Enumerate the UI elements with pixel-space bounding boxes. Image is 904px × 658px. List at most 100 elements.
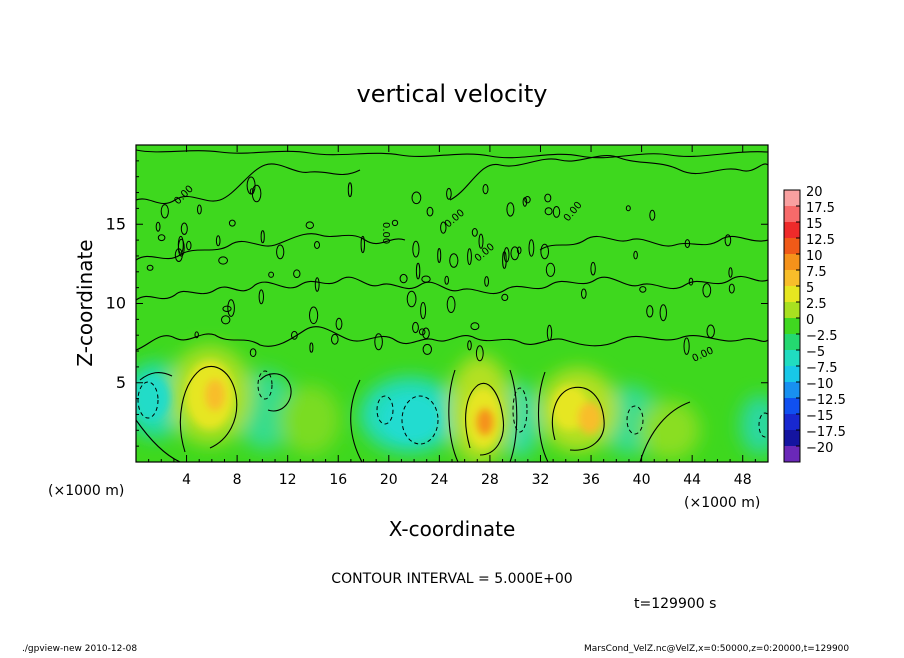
colorbar-frame xyxy=(783,189,801,463)
lower-field-detail xyxy=(136,361,602,448)
contour-loop xyxy=(467,248,472,266)
x-axis-label: X-coordinate xyxy=(389,517,516,541)
colorbar: 2017.51512.5107.552.50−2.5−5−7.5−10−12.5… xyxy=(783,185,846,463)
contour-loop xyxy=(471,228,478,237)
colorbar-swatch xyxy=(784,222,800,239)
contour-loop xyxy=(449,253,459,268)
x-tick-label: 48 xyxy=(734,472,752,488)
colorbar-swatch xyxy=(784,254,800,271)
colorbar-label: 5 xyxy=(806,281,814,296)
contour-loop xyxy=(347,182,353,198)
contour-loop xyxy=(422,327,430,340)
colorbar-label: 17.5 xyxy=(806,201,835,216)
x-tick-label: 16 xyxy=(329,472,347,488)
contour-interval: CONTOUR INTERVAL = 5.000E+00 xyxy=(331,571,572,587)
contour-loop xyxy=(516,246,522,255)
contour-loop xyxy=(522,197,528,207)
contour-loop xyxy=(227,299,235,317)
contour-loop xyxy=(544,193,552,203)
contour-loop xyxy=(360,235,365,254)
x-tick-label: 32 xyxy=(532,472,550,488)
plot-area: 0.00 0.00 0.00 0.00 0.00 0.00 xyxy=(136,145,768,462)
contour-loop xyxy=(467,340,472,351)
contour-loop xyxy=(314,277,320,292)
negative-contours xyxy=(137,370,768,445)
small-contour-loops xyxy=(146,176,735,362)
y-axis-label: Z-coordinate xyxy=(73,239,97,366)
colorbar-swatch xyxy=(784,238,800,255)
contour-loop xyxy=(180,222,188,235)
x-tick-label: 8 xyxy=(233,472,242,488)
contour-loop xyxy=(268,271,275,278)
contour-loop xyxy=(688,277,694,286)
x-tick-label: 20 xyxy=(380,472,398,488)
colorbar-label: 10 xyxy=(806,249,823,264)
contour-loop xyxy=(157,234,166,242)
contour-loop xyxy=(659,304,667,322)
contour-loop xyxy=(728,283,735,294)
contour-loop xyxy=(246,176,256,195)
colorbar-label: 15 xyxy=(806,217,823,232)
colorbar-label: −2.5 xyxy=(806,329,838,344)
x-tick-label: 4 xyxy=(182,472,191,488)
contour-loop xyxy=(160,204,169,219)
y-tick-label: 10 xyxy=(106,294,126,313)
contour-loop xyxy=(291,330,298,340)
contour-loop xyxy=(314,241,320,249)
contour-loop xyxy=(411,191,422,205)
contour-loop xyxy=(581,288,587,299)
y-axis: 5 10 15 xyxy=(106,160,768,447)
y-tick-label: 5 xyxy=(116,373,126,392)
contour-loop xyxy=(446,187,452,200)
contour-loop xyxy=(276,244,285,260)
x-tick-label: 40 xyxy=(633,472,651,488)
x-tick-label: 24 xyxy=(430,472,448,488)
colorbar-swatch xyxy=(784,270,800,287)
contour-loop xyxy=(528,239,535,257)
colorbar-swatch xyxy=(784,366,800,383)
colorbar-swatch xyxy=(784,206,800,223)
contour-loop xyxy=(412,240,420,258)
contour-loop xyxy=(683,337,690,355)
colorbar-label: −7.5 xyxy=(806,361,838,376)
x-tick-label: 36 xyxy=(582,472,600,488)
contour-loop xyxy=(197,204,202,215)
contour-loop xyxy=(258,289,264,305)
colorbar-label: −20 xyxy=(806,441,833,456)
contour-loop xyxy=(544,207,553,216)
colorbar-label: −15 xyxy=(806,409,833,424)
contour-loop xyxy=(418,328,426,336)
x-tick-label: 28 xyxy=(481,472,499,488)
contour-loop xyxy=(552,206,561,218)
contour-loop xyxy=(446,296,456,313)
colorbar-swatch xyxy=(784,286,800,303)
contour-loop xyxy=(482,184,489,195)
contour-loop xyxy=(399,273,408,284)
colorbar-swatch xyxy=(784,350,800,367)
contour-loop xyxy=(484,276,490,287)
contour-loop xyxy=(633,250,638,260)
colorbar-label: 7.5 xyxy=(806,265,827,280)
program-label: ./gpview-new 2010-12-08 xyxy=(22,644,137,654)
contour-loop xyxy=(331,333,339,345)
contour-loop xyxy=(146,264,154,271)
contour-loop xyxy=(728,267,733,278)
colorbar-swatch xyxy=(784,302,800,319)
contour-loop xyxy=(305,221,314,229)
contour-loop xyxy=(546,324,553,341)
contour-loop xyxy=(412,321,419,334)
contour-loop xyxy=(421,275,431,283)
contour-loop xyxy=(177,235,184,254)
colorbar-label: 0 xyxy=(806,313,814,328)
contour-loop xyxy=(724,234,732,247)
contour-loop xyxy=(426,206,434,217)
contour-loop xyxy=(625,205,631,212)
contour-loop xyxy=(545,262,556,277)
x-tick-label: 44 xyxy=(683,472,701,488)
contour-loop xyxy=(475,345,484,362)
contour-loop xyxy=(646,305,654,318)
contour-loop xyxy=(249,348,257,358)
contour-loop xyxy=(406,290,417,308)
contour-loop xyxy=(228,219,236,227)
x-tick-label: 12 xyxy=(279,472,297,488)
